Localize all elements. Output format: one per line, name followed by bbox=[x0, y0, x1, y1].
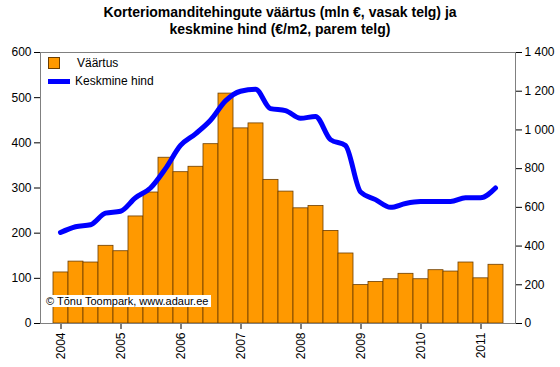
svg-text:2011: 2011 bbox=[474, 332, 488, 358]
svg-text:200: 200 bbox=[525, 278, 545, 292]
html-text:Korteriomanditehingute väärtus: Korteriomanditehingute väärtus (mln €, v… bbox=[103, 4, 457, 37]
svg-text:2004: 2004 bbox=[54, 332, 68, 359]
html-text:Keskmine hind: Keskmine hind bbox=[75, 74, 154, 88]
svg-text:200: 200 bbox=[11, 226, 31, 240]
svg-text:1 400: 1 400 bbox=[525, 45, 555, 59]
svg-text:2005: 2005 bbox=[114, 332, 128, 359]
svg-text:300: 300 bbox=[11, 181, 31, 195]
svg-text:1 200: 1 200 bbox=[525, 84, 555, 98]
svg-text:0: 0 bbox=[525, 316, 532, 330]
svg-text:2010: 2010 bbox=[414, 332, 428, 359]
svg-text:100: 100 bbox=[11, 271, 31, 285]
svg-text:600: 600 bbox=[11, 45, 31, 59]
svg-text:2007: 2007 bbox=[234, 332, 248, 359]
svg-text:600: 600 bbox=[525, 200, 545, 214]
html-text:Väärtus: Väärtus bbox=[77, 56, 119, 70]
svg-text:500: 500 bbox=[11, 91, 31, 105]
svg-text:0: 0 bbox=[25, 316, 32, 330]
html-text:© Tõnu Toompark, www.adaur.ee: © Tõnu Toompark, www.adaur.ee bbox=[46, 295, 209, 307]
svg-text:2008: 2008 bbox=[294, 332, 308, 359]
svg-text:400: 400 bbox=[525, 239, 545, 253]
svg-text:800: 800 bbox=[525, 161, 545, 175]
svg-text:2006: 2006 bbox=[174, 332, 188, 359]
svg-text:2009: 2009 bbox=[354, 332, 368, 359]
svg-text:1 000: 1 000 bbox=[525, 123, 555, 137]
svg-text:400: 400 bbox=[11, 136, 31, 150]
